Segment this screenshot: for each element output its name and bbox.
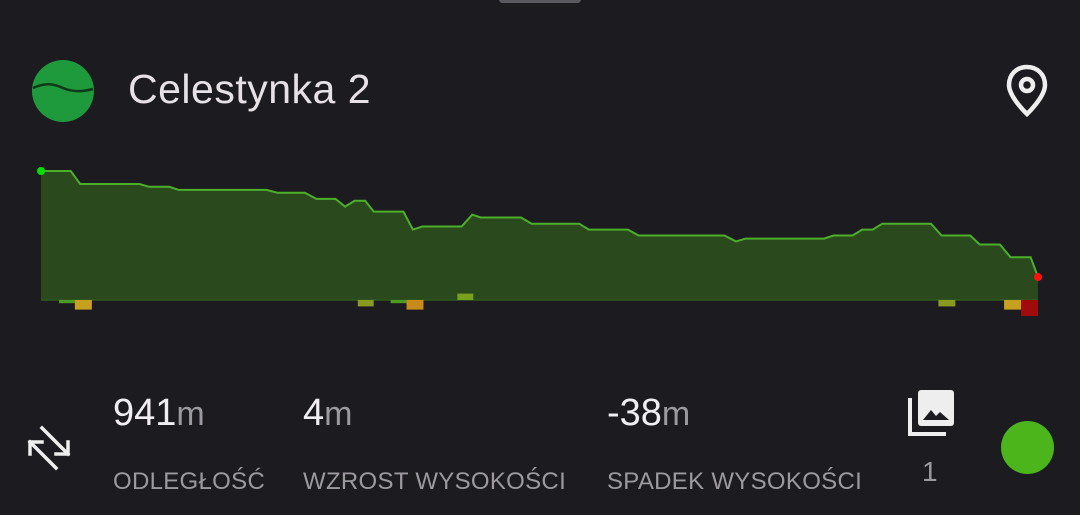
map-pin-icon[interactable]: [1004, 64, 1050, 118]
grade-bar: [59, 300, 75, 304]
distance-value: 941m: [113, 392, 205, 434]
reverse-direction-icon[interactable]: [22, 424, 74, 472]
elevation-area: [41, 171, 1038, 300]
photo-count: 1: [922, 456, 938, 487]
grade-bar: [457, 293, 474, 300]
grade-bar: [938, 300, 956, 307]
elevation-gain-label: WZROST WYSOKOŚCI: [303, 468, 567, 495]
grade-bar: [1004, 300, 1022, 310]
grade-bar: [357, 300, 374, 307]
distance-label: ODLEGŁOŚĆ: [113, 468, 266, 495]
grade-bar: [1021, 300, 1038, 316]
grade-bar: [74, 300, 92, 310]
end-marker: [1034, 273, 1042, 282]
track-logo-icon: [32, 60, 94, 122]
elevation-profile-chart[interactable]: [0, 150, 1080, 330]
photo-library-icon[interactable]: [906, 388, 956, 438]
drag-handle[interactable]: [499, 0, 581, 3]
grade-bar: [390, 300, 407, 304]
start-marker: [37, 167, 45, 175]
elevation-gain-value: 4m: [303, 392, 353, 434]
elevation-loss-value: -38m: [607, 392, 691, 434]
track-title: Celestynka 2: [128, 66, 372, 112]
grade-bar: [406, 300, 424, 310]
elevation-line: [41, 170, 1039, 278]
elevation-loss-label: SPADEK WYSOKOŚCI: [607, 468, 863, 495]
track-color-indicator[interactable]: [1001, 421, 1054, 474]
